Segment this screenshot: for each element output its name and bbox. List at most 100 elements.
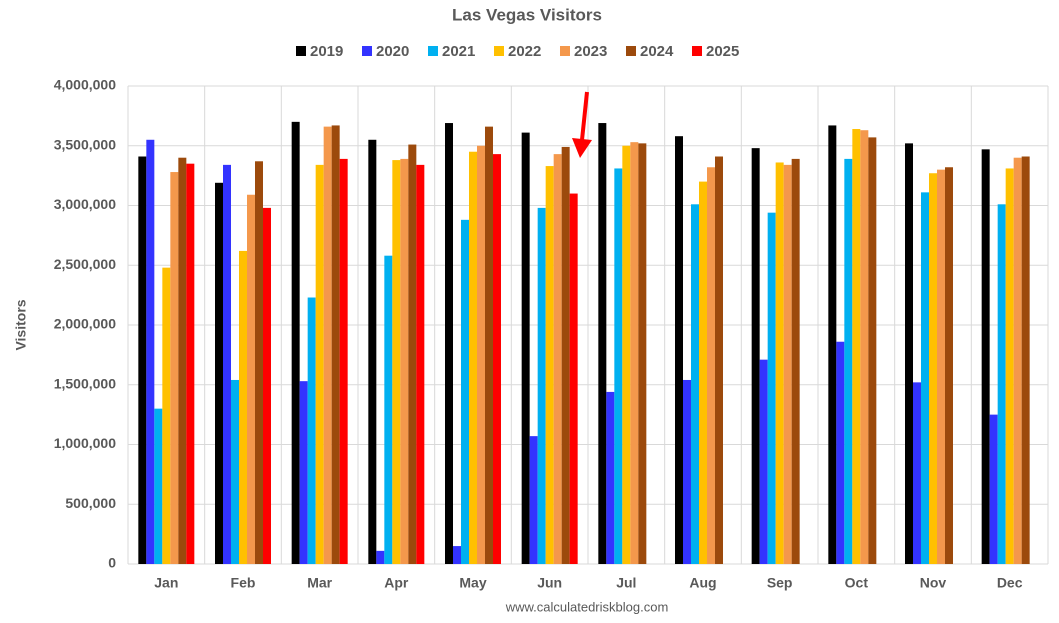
bar xyxy=(376,550,385,564)
bar xyxy=(255,161,263,564)
bar xyxy=(905,143,913,565)
x-tick-label: Dec xyxy=(997,575,1023,591)
bar xyxy=(997,204,1006,564)
legend-swatch xyxy=(626,46,636,56)
bar xyxy=(759,359,768,564)
y-tick-label: 4,000,000 xyxy=(54,77,116,93)
legend-swatch xyxy=(560,46,570,56)
bar xyxy=(553,154,562,565)
bar xyxy=(828,125,837,564)
bar xyxy=(138,156,147,564)
chart-title: Las Vegas Visitors xyxy=(452,5,602,24)
bar xyxy=(223,164,231,564)
bar xyxy=(323,126,332,564)
legend-swatch xyxy=(494,46,504,56)
x-tick-label: Feb xyxy=(231,575,256,591)
legend-label: 2024 xyxy=(640,43,674,60)
bar xyxy=(981,149,990,564)
bar xyxy=(868,137,877,564)
bar xyxy=(638,143,647,565)
bar xyxy=(945,167,953,564)
legend-swatch xyxy=(428,46,438,56)
bar xyxy=(775,162,784,565)
bar xyxy=(339,158,348,564)
legend-label: 2021 xyxy=(442,43,475,60)
bar xyxy=(606,391,615,564)
x-tick-label: Aug xyxy=(689,575,716,591)
bar xyxy=(529,436,538,564)
bar xyxy=(493,154,501,565)
bar xyxy=(485,126,493,564)
y-tick-label: 2,000,000 xyxy=(54,316,116,332)
bar xyxy=(614,168,623,564)
y-tick-label: 3,500,000 xyxy=(54,136,116,152)
legend-swatch xyxy=(296,46,306,56)
bar xyxy=(416,164,425,564)
bar xyxy=(477,145,485,564)
bar xyxy=(1005,168,1014,564)
bar xyxy=(154,408,163,564)
x-tick-label: Apr xyxy=(384,575,409,591)
legend-label: 2020 xyxy=(376,43,409,60)
bar xyxy=(836,341,845,564)
x-tick-label: Sep xyxy=(767,575,793,591)
legend-swatch xyxy=(362,46,372,56)
bar xyxy=(291,121,300,564)
bar xyxy=(453,546,461,564)
bar xyxy=(146,139,155,564)
bar xyxy=(1013,157,1022,564)
bar xyxy=(715,156,723,564)
bar xyxy=(767,212,776,565)
y-tick-label: 3,000,000 xyxy=(54,196,116,212)
bar xyxy=(561,146,570,564)
bar xyxy=(307,297,316,564)
bar xyxy=(630,142,639,565)
bar xyxy=(469,151,477,564)
bar xyxy=(929,173,937,565)
bar xyxy=(937,169,945,564)
bar xyxy=(231,379,239,564)
bar xyxy=(545,166,554,564)
bar xyxy=(162,267,171,564)
bar xyxy=(598,123,607,565)
bar xyxy=(791,158,800,564)
x-tick-label: Jan xyxy=(154,575,178,591)
bar xyxy=(247,194,255,564)
y-tick-label: 2,500,000 xyxy=(54,256,116,272)
source-note: www.calculatedriskblog.com xyxy=(505,599,669,614)
bar xyxy=(315,164,324,564)
bar xyxy=(860,130,869,564)
bar xyxy=(852,129,861,564)
bar xyxy=(461,219,469,564)
bar xyxy=(691,204,699,564)
bar xyxy=(263,207,271,564)
legend-label: 2025 xyxy=(706,43,739,60)
x-tick-label: Oct xyxy=(845,575,869,591)
bar xyxy=(683,379,691,564)
x-tick-label: May xyxy=(459,575,486,591)
bar xyxy=(392,160,401,564)
legend-label: 2022 xyxy=(508,43,541,60)
bar xyxy=(178,157,187,564)
bar xyxy=(170,172,179,565)
bar xyxy=(989,414,998,564)
bar xyxy=(751,148,760,564)
bar xyxy=(844,158,853,564)
bar xyxy=(408,144,417,564)
bar xyxy=(622,145,631,564)
x-tick-label: Mar xyxy=(307,575,332,591)
bar xyxy=(186,163,195,565)
x-tick-label: Jul xyxy=(616,575,636,591)
y-tick-label: 1,500,000 xyxy=(54,375,116,391)
y-axis-label: Visitors xyxy=(13,299,29,350)
bar xyxy=(239,250,247,564)
y-tick-label: 500,000 xyxy=(65,495,116,511)
bar xyxy=(569,193,578,565)
bar xyxy=(913,382,921,564)
legend-label: 2019 xyxy=(310,43,343,60)
y-tick-label: 1,000,000 xyxy=(54,435,116,451)
bar xyxy=(699,181,707,564)
x-tick-label: Jun xyxy=(537,575,562,591)
bar xyxy=(445,123,453,565)
x-tick-label: Nov xyxy=(920,575,947,591)
